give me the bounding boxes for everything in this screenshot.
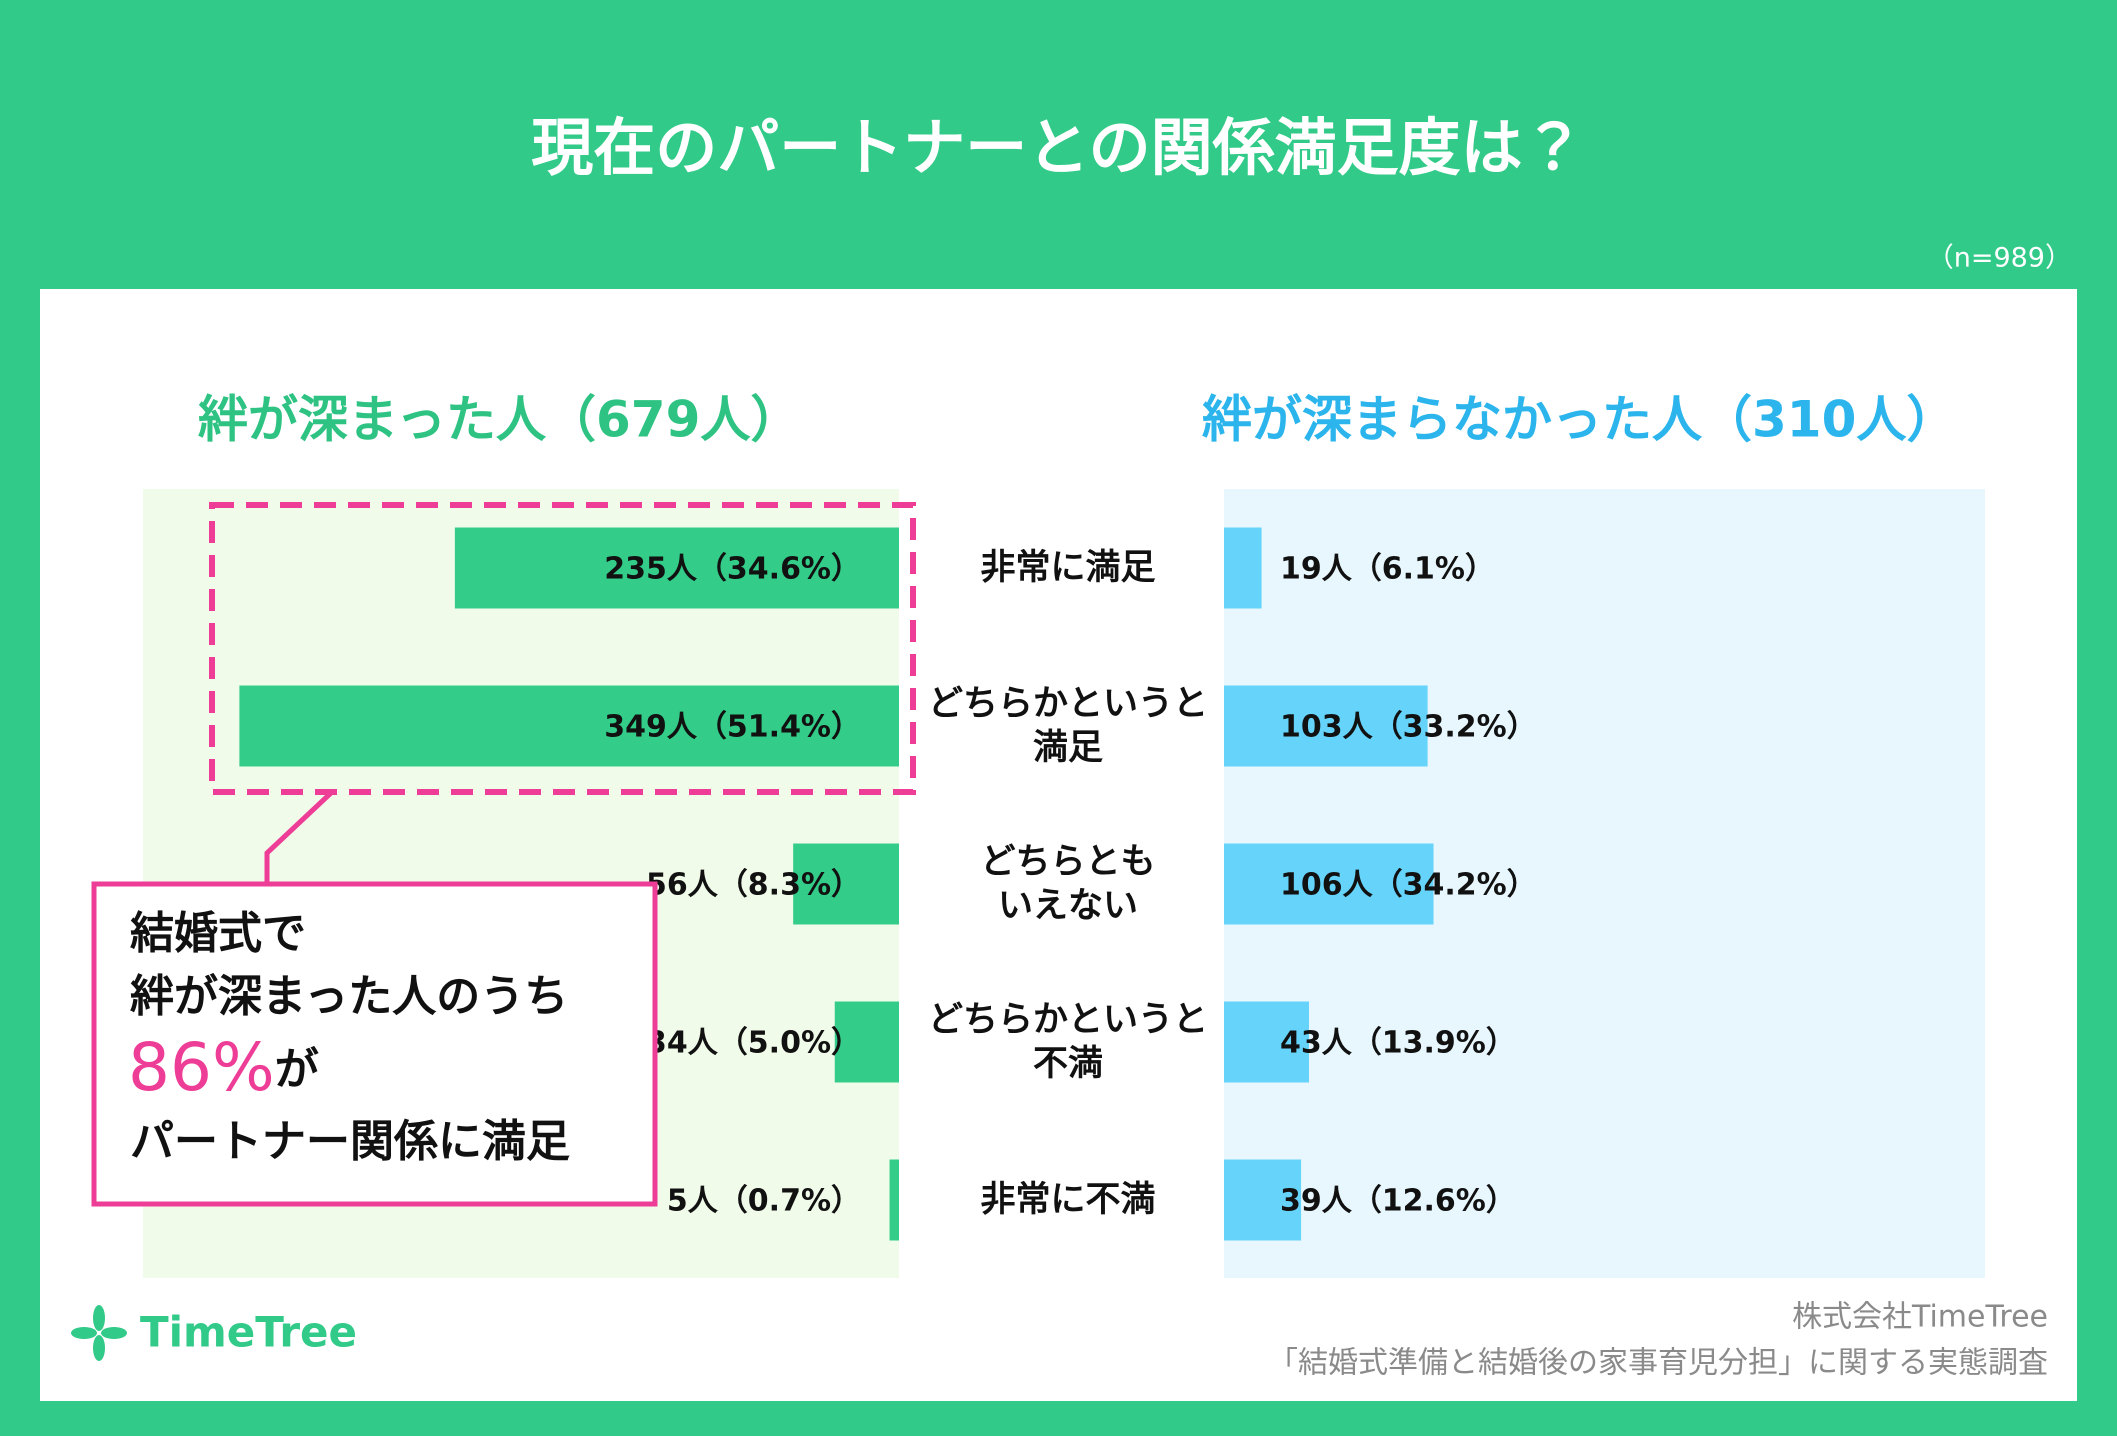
- bar: [889, 1159, 899, 1241]
- bar: [454, 527, 899, 609]
- value-label: 106人（34.2%）: [1280, 868, 1537, 903]
- value-label: 34人（5.0%）: [646, 1026, 861, 1061]
- bar: [1224, 685, 1428, 767]
- bar: [1224, 843, 1434, 925]
- annotation-line: 絆が深まった人のうち: [130, 971, 568, 1022]
- bar: [1224, 1159, 1302, 1241]
- value-label: 5人（0.7%）: [667, 1184, 861, 1219]
- annotation-suffix: が: [275, 1044, 319, 1095]
- annotation-highlight: 86%: [128, 1029, 275, 1106]
- annotation-line: 結婚式で: [130, 908, 306, 959]
- value-label: 103人（33.2%）: [1280, 710, 1537, 745]
- logo-text: TimeTree: [140, 1308, 357, 1357]
- bar: [1224, 527, 1262, 609]
- legend-right: 絆が深まらなかった人（310人）: [1202, 391, 1956, 449]
- connector: [264, 790, 334, 884]
- chart-title: 現在のパートナーとの関係満足度は？: [531, 111, 1584, 184]
- value-label: 235人（34.6%）: [604, 552, 861, 587]
- source-line: 株式会社TimeTree: [1792, 1300, 2048, 1335]
- value-label: 39人（12.6%）: [1280, 1184, 1516, 1219]
- category-label: 非常に満足: [980, 548, 1156, 588]
- value-label: 56人（8.3%）: [646, 868, 861, 903]
- category-label: どちらかというと 不満: [927, 1000, 1208, 1084]
- logo-icon: [71, 1305, 127, 1361]
- bar: [1224, 1001, 1309, 1083]
- category-label: 非常に不満: [980, 1180, 1156, 1220]
- legend-left: 絆が深まった人（679人）: [198, 391, 800, 449]
- value-label: 349人（51.4%）: [604, 710, 861, 745]
- category-label: どちらとも いえない: [980, 842, 1156, 926]
- annotation-box: [91, 881, 658, 1207]
- bar: [793, 843, 899, 925]
- bars: 235人（34.6%） 349人（51.4%） 56人（8.3%） 34人（5.0%）…: [239, 527, 1537, 1241]
- source-line: 「結婚式準備と結婚後の家事育児分担」に関する実態調査: [1268, 1346, 2048, 1381]
- annotation-line: パートナー関係に満足: [130, 1116, 570, 1167]
- category-label: どちらかというと 満足: [927, 684, 1208, 768]
- sample-note: （n=989）: [1927, 243, 2072, 274]
- value-label: 43人（13.9%）: [1280, 1026, 1516, 1061]
- annotation-line: 86%が: [128, 1029, 319, 1106]
- value-label: 19人（6.1%）: [1280, 552, 1495, 587]
- highlight-box: [209, 502, 916, 795]
- bar: [239, 685, 899, 767]
- bar: [834, 1001, 899, 1083]
